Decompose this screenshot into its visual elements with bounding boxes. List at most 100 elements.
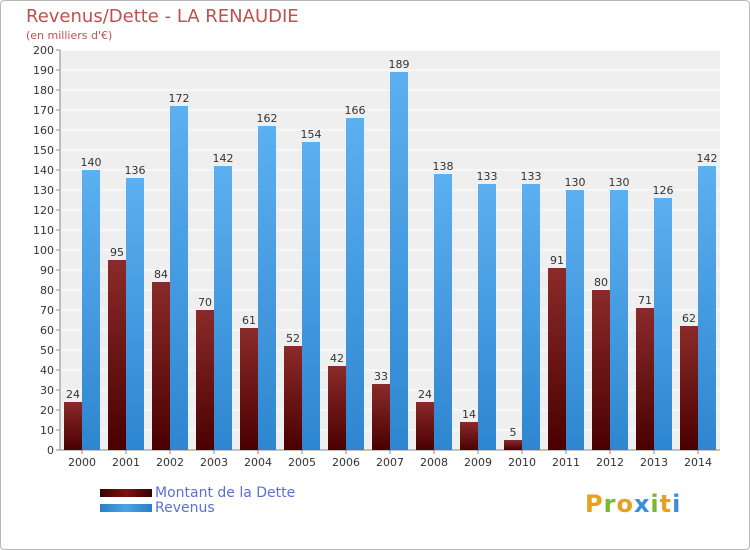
y-tick-label: 90 xyxy=(40,264,54,277)
legend-swatch-debt xyxy=(100,489,152,497)
bar-revenue xyxy=(170,106,188,450)
y-tick-label: 100 xyxy=(33,244,54,257)
bar-debt xyxy=(372,384,390,450)
data-label-revenue: 136 xyxy=(125,164,146,177)
x-tick-label: 2007 xyxy=(376,456,404,469)
x-tick-label: 2011 xyxy=(552,456,580,469)
bar-debt xyxy=(108,260,126,450)
logo-letter: i xyxy=(672,490,682,518)
data-label-debt: 70 xyxy=(198,296,212,309)
data-label-revenue: 133 xyxy=(521,170,542,183)
legend-label-debt: Montant de la Dette xyxy=(155,485,296,501)
data-label-revenue: 138 xyxy=(433,160,454,173)
data-label-debt: 61 xyxy=(242,314,256,327)
x-tick-label: 2000 xyxy=(68,456,96,469)
proxiti-logo: Proxiti xyxy=(585,490,681,518)
legend-swatch-revenue xyxy=(100,504,152,512)
x-tick-label: 2005 xyxy=(288,456,316,469)
logo-letter: P xyxy=(585,490,604,518)
x-tick-label: 2009 xyxy=(464,456,492,469)
y-tick-label: 10 xyxy=(40,424,54,437)
data-label-debt: 84 xyxy=(154,268,168,281)
data-label-debt: 71 xyxy=(638,294,652,307)
bar-debt xyxy=(592,290,610,450)
y-tick-label: 50 xyxy=(40,344,54,357)
logo-letter: t xyxy=(659,490,673,518)
bar-revenue xyxy=(82,170,100,450)
data-label-debt: 91 xyxy=(550,254,564,267)
bar-revenue xyxy=(654,198,672,450)
data-label-debt: 5 xyxy=(510,426,517,439)
data-label-revenue: 154 xyxy=(301,128,322,141)
bar-revenue xyxy=(126,178,144,450)
x-tick-label: 2004 xyxy=(244,456,272,469)
bar-revenue xyxy=(522,184,540,450)
y-tick-label: 70 xyxy=(40,304,54,317)
data-label-revenue: 142 xyxy=(213,152,234,165)
bar-debt xyxy=(152,282,170,450)
bar-debt xyxy=(548,268,566,450)
data-label-revenue: 142 xyxy=(697,152,718,165)
data-label-revenue: 166 xyxy=(345,104,366,117)
data-label-debt: 80 xyxy=(594,276,608,289)
data-label-revenue: 126 xyxy=(653,184,674,197)
y-tick-label: 60 xyxy=(40,324,54,337)
x-tick-label: 2010 xyxy=(508,456,536,469)
y-tick-label: 140 xyxy=(33,164,54,177)
x-tick-label: 2002 xyxy=(156,456,184,469)
x-tick-label: 2006 xyxy=(332,456,360,469)
x-tick-label: 2013 xyxy=(640,456,668,469)
bar-revenue xyxy=(610,190,628,450)
bar-revenue xyxy=(258,126,276,450)
data-label-revenue: 189 xyxy=(389,58,410,71)
data-label-debt: 52 xyxy=(286,332,300,345)
data-label-debt: 24 xyxy=(66,388,80,401)
bar-debt xyxy=(240,328,258,450)
y-tick-label: 0 xyxy=(47,444,54,457)
y-tick-label: 80 xyxy=(40,284,54,297)
data-label-debt: 95 xyxy=(110,246,124,259)
bar-revenue xyxy=(566,190,584,450)
bar-revenue xyxy=(346,118,364,450)
data-label-debt: 42 xyxy=(330,352,344,365)
data-label-debt: 14 xyxy=(462,408,476,421)
bar-debt xyxy=(284,346,302,450)
x-tick-label: 2014 xyxy=(684,456,712,469)
y-tick-label: 190 xyxy=(33,64,54,77)
y-tick-label: 40 xyxy=(40,364,54,377)
data-label-revenue: 130 xyxy=(609,176,630,189)
bar-debt xyxy=(196,310,214,450)
data-label-debt: 62 xyxy=(682,312,696,325)
y-tick-label: 170 xyxy=(33,104,54,117)
y-tick-label: 20 xyxy=(40,404,54,417)
data-label-revenue: 130 xyxy=(565,176,586,189)
x-tick-label: 2012 xyxy=(596,456,624,469)
bar-debt xyxy=(460,422,478,450)
logo-letter: x xyxy=(633,490,651,518)
y-tick-label: 120 xyxy=(33,204,54,217)
data-label-revenue: 133 xyxy=(477,170,498,183)
logo-letter: i xyxy=(650,490,660,518)
bar-revenue xyxy=(302,142,320,450)
bar-debt xyxy=(328,366,346,450)
bar-revenue xyxy=(434,174,452,450)
x-tick-label: 2008 xyxy=(420,456,448,469)
chart-title: Revenus/Dette - LA RENAUDIE xyxy=(26,6,299,27)
bar-debt xyxy=(64,402,82,450)
bar-revenue xyxy=(698,166,716,450)
data-label-revenue: 140 xyxy=(81,156,102,169)
y-tick-label: 110 xyxy=(33,224,54,237)
bar-revenue xyxy=(478,184,496,450)
data-label-debt: 24 xyxy=(418,388,432,401)
y-tick-label: 200 xyxy=(33,44,54,57)
data-label-revenue: 162 xyxy=(257,112,278,125)
bar-debt xyxy=(416,402,434,450)
legend-label-revenue: Revenus xyxy=(155,500,215,516)
y-tick-label: 150 xyxy=(33,144,54,157)
y-tick-label: 160 xyxy=(33,124,54,137)
bar-debt xyxy=(504,440,522,450)
logo-letter: r xyxy=(603,490,617,518)
chart-subtitle: (en milliers d'€) xyxy=(26,29,113,42)
y-tick-label: 180 xyxy=(33,84,54,97)
